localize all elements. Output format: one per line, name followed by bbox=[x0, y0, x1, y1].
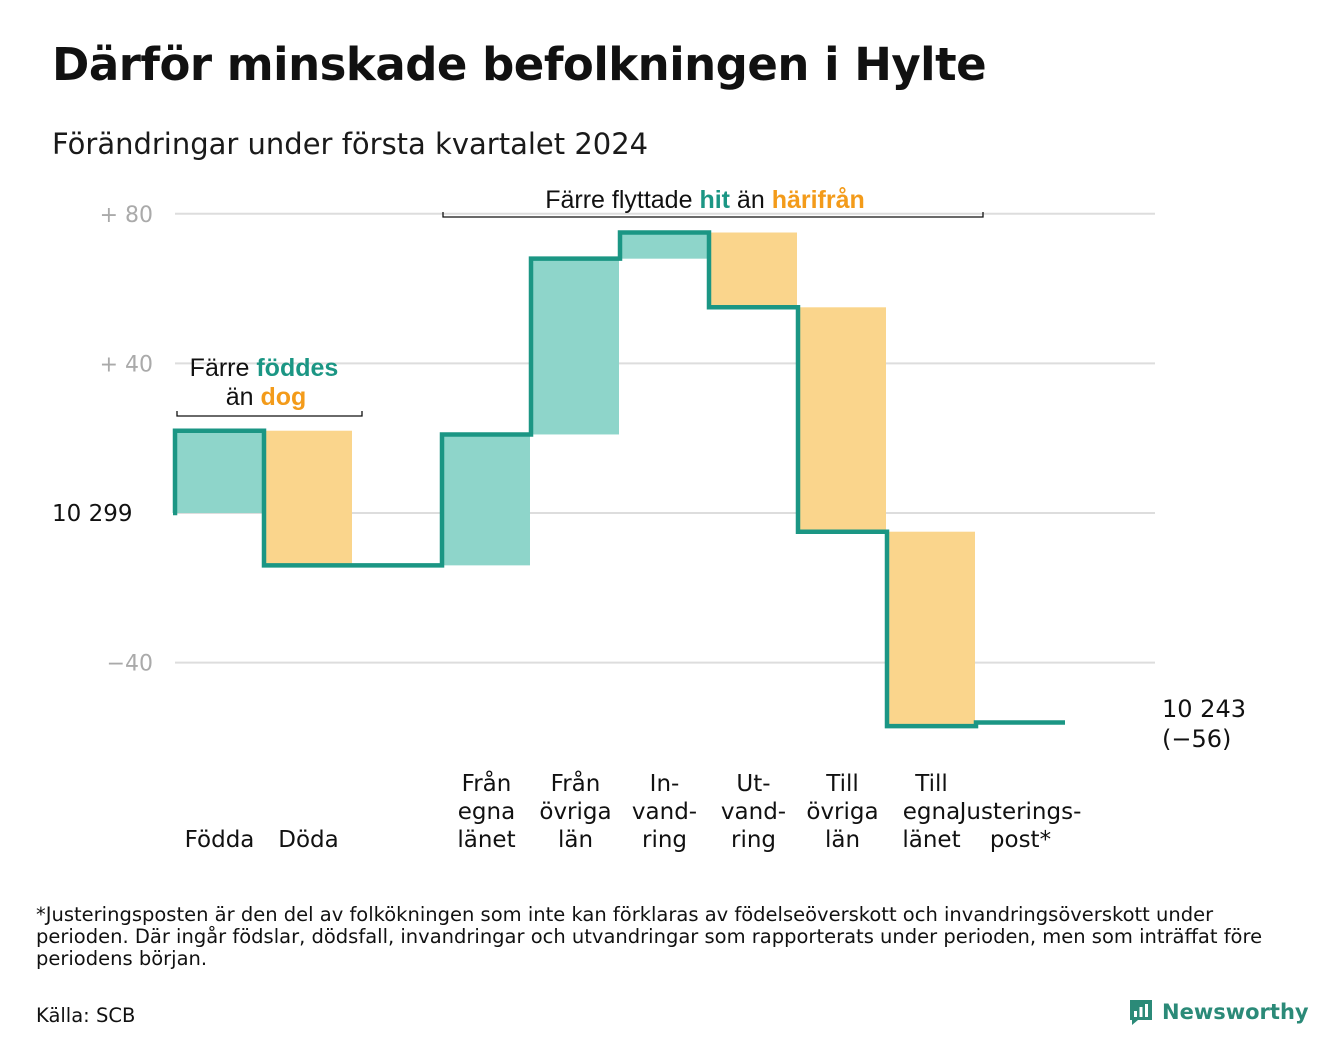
increase-bar bbox=[176, 430, 263, 513]
footnote: *Justeringsposten är den del av folkökni… bbox=[36, 903, 1263, 970]
category-label: In- bbox=[650, 771, 680, 797]
annotation-migration: Färre flyttade hit än härifrån bbox=[545, 186, 865, 214]
brand-name: Newsworthy bbox=[1162, 1000, 1309, 1024]
increase-bar bbox=[532, 258, 619, 435]
step-line bbox=[172, 230, 1065, 729]
category-label: egna bbox=[903, 799, 960, 825]
category-label: ring bbox=[642, 827, 687, 853]
increase-bar bbox=[443, 434, 530, 566]
category-label: Döda bbox=[278, 827, 338, 853]
category-label: övriga bbox=[806, 799, 878, 825]
category-label: länet bbox=[902, 827, 960, 853]
annotation-bracket bbox=[176, 411, 363, 417]
y-tick-label: + 80 bbox=[100, 203, 153, 228]
category-label: länet bbox=[457, 827, 515, 853]
chart-title: Därför minskade befolkningen i Hylte bbox=[52, 38, 987, 91]
decrease-bar bbox=[265, 430, 352, 566]
category-label: egna bbox=[458, 799, 515, 825]
category-label: ring bbox=[731, 827, 776, 853]
bar-chart-speech-bubble-icon bbox=[1130, 1000, 1152, 1025]
annotation-births: Färre föddes bbox=[190, 354, 339, 382]
decrease-bar bbox=[799, 307, 886, 532]
category-label: Till bbox=[914, 771, 948, 797]
cumulative-step-line bbox=[172, 230, 1065, 729]
brand-logo: Newsworthy bbox=[1128, 998, 1309, 1026]
end-value-label: (−56) bbox=[1162, 725, 1231, 753]
gridlines bbox=[175, 212, 1155, 664]
category-label: Från bbox=[462, 769, 512, 797]
category-label: Ut- bbox=[736, 771, 770, 797]
decrease-bar bbox=[888, 531, 975, 727]
category-label: län bbox=[825, 827, 860, 853]
category-label: Från bbox=[551, 769, 601, 797]
category-label: Justerings- bbox=[958, 799, 1082, 825]
category-label: vand- bbox=[632, 799, 697, 825]
chart-subtitle: Förändringar under första kvartalet 2024 bbox=[52, 127, 649, 161]
start-value-label: 10 299 bbox=[52, 501, 132, 527]
bars bbox=[176, 232, 975, 727]
source-note: Källa: SCB bbox=[36, 1004, 136, 1027]
y-tick-label: + 40 bbox=[100, 352, 153, 377]
annotation-bracket bbox=[442, 212, 984, 218]
decrease-bar bbox=[710, 232, 797, 308]
category-label: Födda bbox=[185, 827, 255, 853]
category-label: post* bbox=[990, 827, 1051, 853]
y-tick-label: −40 bbox=[107, 652, 153, 677]
annotation-births: än dog bbox=[226, 383, 307, 411]
category-label: län bbox=[558, 827, 593, 853]
category-label: övriga bbox=[539, 799, 611, 825]
category-label: Till bbox=[825, 771, 859, 797]
increase-bar bbox=[621, 232, 708, 259]
end-value-label: 10 243 bbox=[1162, 695, 1246, 723]
category-label: vand- bbox=[721, 799, 786, 825]
